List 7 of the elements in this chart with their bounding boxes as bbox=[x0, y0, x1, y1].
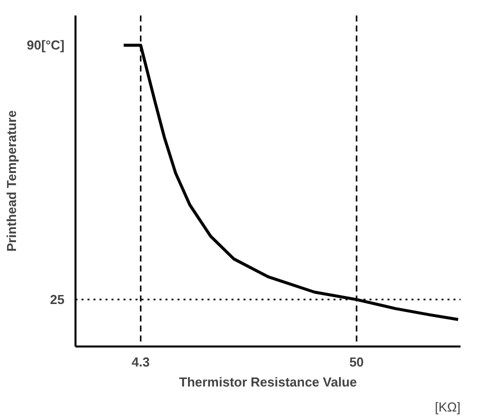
x-tick-label: 50 bbox=[349, 354, 364, 370]
y-tick-label: 90[°C] bbox=[26, 38, 65, 53]
x-axis-title: Thermistor Resistance Value bbox=[179, 374, 357, 390]
x-tick-label: 4.3 bbox=[132, 354, 150, 370]
text: [KΩ] bbox=[434, 400, 461, 414]
y-axis-title: Printhead Temperature bbox=[4, 110, 19, 252]
y-tick-label: 25 bbox=[50, 292, 65, 308]
